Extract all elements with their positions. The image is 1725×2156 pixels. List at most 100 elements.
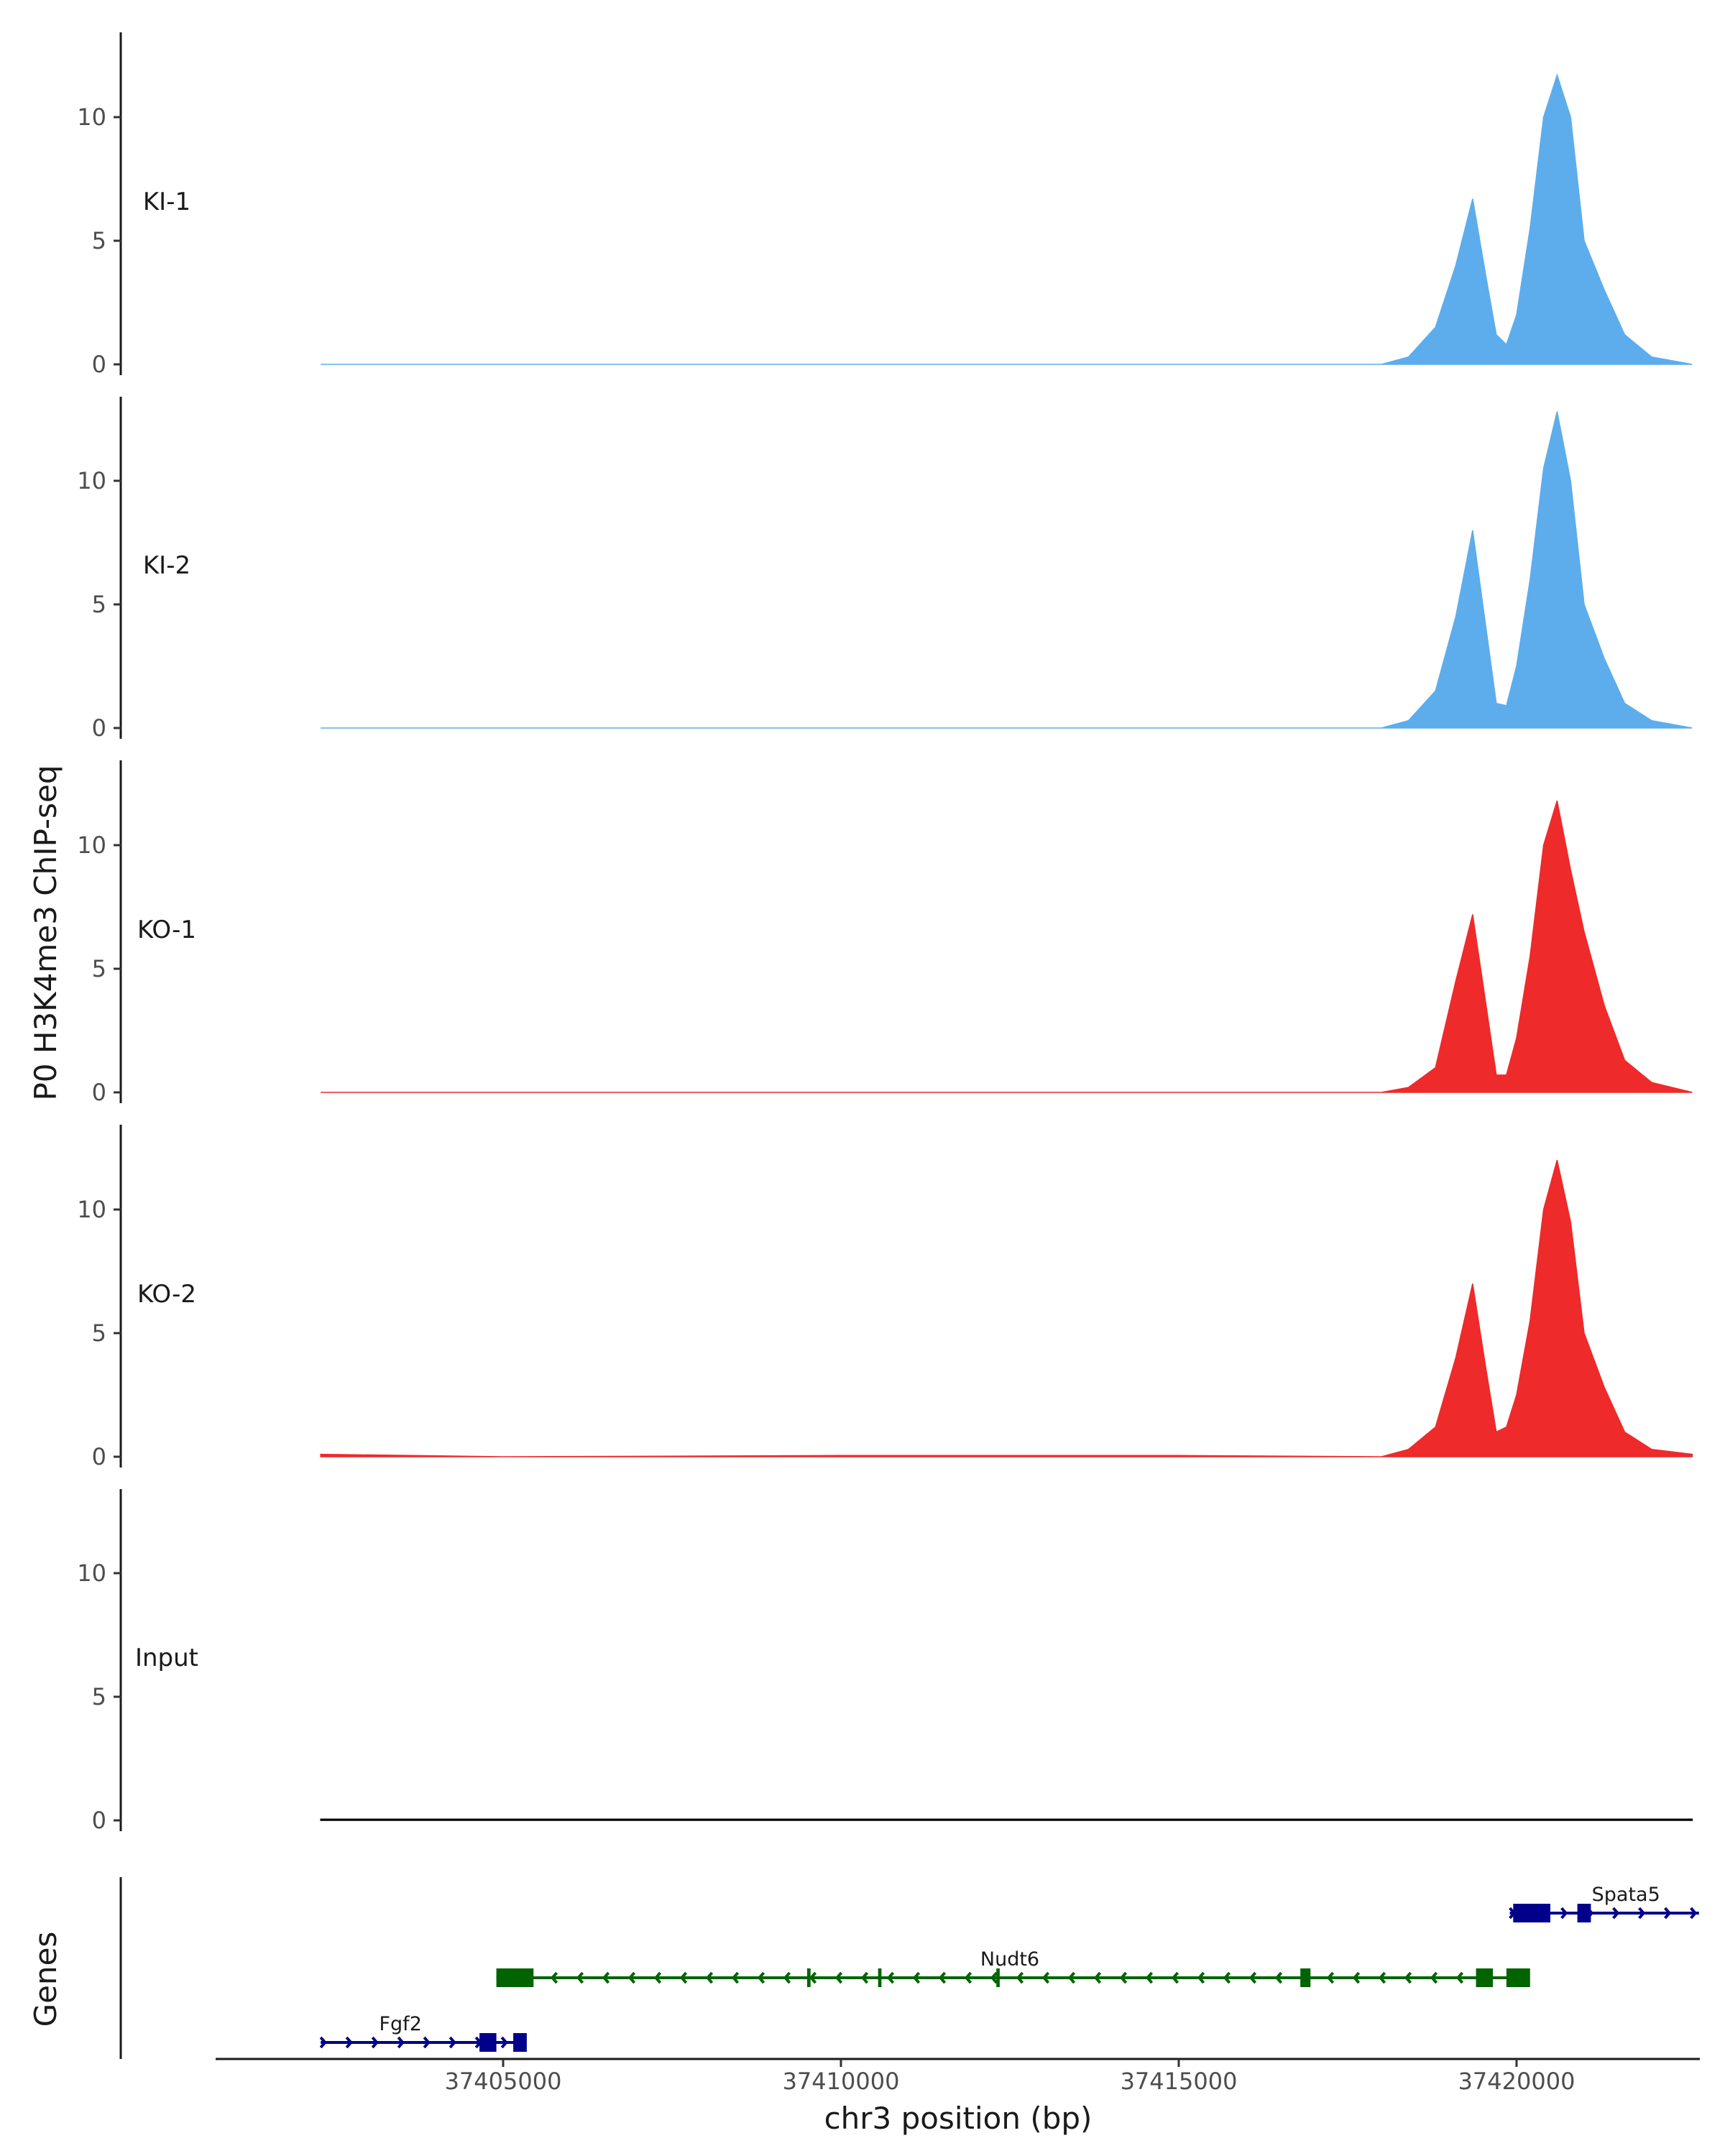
y-tick-label: 10 <box>77 103 106 131</box>
gene-nudt6: Nudt6 <box>496 1948 1530 1987</box>
strand-chevron <box>602 1971 610 1984</box>
genes-axis-title: Genes <box>28 1932 63 2027</box>
strand-chevron <box>1145 1971 1154 1984</box>
gene-spata5: Spata5 <box>1509 1884 1699 1922</box>
strand-chevron <box>1041 1971 1050 1984</box>
gene-fgf2: Fgf2 <box>319 2013 527 2052</box>
coverage-area-ki-2 <box>321 411 1693 729</box>
strand-chevron <box>1378 1971 1386 1984</box>
strand-chevron <box>860 1971 869 1984</box>
track-panel-ko-2: 0 5 10 KO-2 <box>77 1125 1693 1470</box>
gene-exon <box>807 1968 811 1987</box>
y-tick-label: 0 <box>92 1443 106 1470</box>
y-axis-title: P0 H3K4me3 ChIP-seq <box>28 765 63 1100</box>
strand-chevron <box>1690 1907 1698 1920</box>
gene-exon <box>496 1968 534 1987</box>
gene-exon <box>1476 1968 1494 1987</box>
strand-chevron <box>1638 1907 1646 1920</box>
gene-exon <box>1513 1904 1550 1922</box>
y-tick-label: 5 <box>92 1683 106 1710</box>
strand-chevron <box>783 1971 791 1984</box>
gene-exon <box>996 1968 1000 1987</box>
gene-exon <box>513 2033 527 2052</box>
genes-layer: Spata5 Nudt6 Fgf2 <box>119 1877 1699 2059</box>
y-tick-label: 0 <box>92 351 106 378</box>
gene-name-label: Fgf2 <box>380 2013 422 2035</box>
strand-chevron <box>1016 1971 1024 1984</box>
strand-chevron <box>1197 1971 1205 1984</box>
gene-exon <box>1506 1968 1530 1987</box>
x-tick-label: 37405000 <box>445 2068 562 2095</box>
strand-chevron <box>1455 1971 1464 1984</box>
track-label: KO-2 <box>137 1280 196 1309</box>
strand-chevron <box>731 1971 740 1984</box>
strand-chevron <box>1664 1907 1672 1920</box>
strand-chevron <box>371 2036 379 2049</box>
y-tick-label: 5 <box>92 591 106 618</box>
strand-chevron <box>397 2036 405 2049</box>
tracks-layer: 0 5 10 KI-1 0 5 10 KI-2 0 5 10 KO-1 0 5 10 KO-2 0 5 10 Inpu… <box>77 32 1693 1834</box>
strand-chevron <box>757 1971 765 1984</box>
x-tick-label: 37415000 <box>1121 2068 1238 2095</box>
strand-chevron <box>1067 1971 1076 1984</box>
strand-chevron <box>1171 1971 1179 1984</box>
gene-exon <box>479 2033 497 2052</box>
strand-chevron <box>1352 1971 1361 1984</box>
strand-chevron <box>1430 1971 1438 1984</box>
y-tick-label: 0 <box>92 1807 106 1834</box>
y-tick-label: 10 <box>77 1560 106 1587</box>
strand-chevron <box>886 1971 895 1984</box>
strand-chevron <box>679 1971 688 1984</box>
strand-chevron <box>550 1971 558 1984</box>
strand-chevron <box>964 1971 972 1984</box>
strand-chevron <box>809 1971 817 1984</box>
y-tick-label: 0 <box>92 1079 106 1106</box>
track-panel-ki-1: 0 5 10 KI-1 <box>77 32 1693 378</box>
strand-chevron <box>1404 1971 1412 1984</box>
y-tick-label: 10 <box>77 467 106 494</box>
strand-chevron <box>1560 1907 1568 1920</box>
strand-chevron <box>1223 1971 1231 1984</box>
strand-chevron <box>1093 1971 1102 1984</box>
track-panel-input: 0 5 10 Input <box>77 1489 1693 1834</box>
strand-chevron <box>423 2036 431 2049</box>
coverage-area-ko-1 <box>321 800 1693 1093</box>
strand-chevron <box>448 2036 456 2049</box>
strand-chevron <box>834 1971 843 1984</box>
strand-chevron <box>1248 1971 1257 1984</box>
strand-chevron <box>1274 1971 1283 1984</box>
track-label: KO-1 <box>137 916 196 944</box>
y-tick-label: 10 <box>77 1196 106 1223</box>
strand-chevron <box>1119 1971 1128 1984</box>
track-label: KI-2 <box>143 551 190 580</box>
track-label: KI-1 <box>143 188 190 216</box>
y-tick-label: 5 <box>92 955 106 982</box>
gene-exon <box>1300 1968 1311 1987</box>
strand-chevron <box>345 2036 353 2049</box>
strand-chevron <box>1326 1971 1335 1984</box>
track-label: Input <box>135 1644 198 1672</box>
strand-chevron <box>653 1971 662 1984</box>
coverage-area-input <box>320 1818 1693 1821</box>
gene-name-label: Nudt6 <box>980 1948 1039 1971</box>
strand-chevron <box>500 2036 508 2049</box>
gene-exon <box>878 1968 882 1987</box>
coverage-area-ki-1 <box>321 73 1693 365</box>
y-tick-label: 10 <box>77 831 106 859</box>
track-panel-ko-1: 0 5 10 KO-1 <box>77 760 1693 1106</box>
strand-chevron <box>1612 1907 1620 1920</box>
track-panel-ki-2: 0 5 10 KI-2 <box>77 397 1693 742</box>
strand-chevron <box>938 1971 947 1984</box>
y-tick-label: 5 <box>92 1319 106 1347</box>
x-tick-label: 37420000 <box>1458 2068 1576 2095</box>
gene-name-label: Spata5 <box>1592 1884 1660 1906</box>
x-axis: 37405000 37410000 37415000 37420000 <box>216 2058 1700 2095</box>
strand-chevron <box>627 1971 636 1984</box>
coverage-area-ko-2 <box>320 1160 1693 1457</box>
strand-chevron <box>990 1971 998 1984</box>
gene-exon <box>1577 1904 1591 1922</box>
x-tick-label: 37410000 <box>783 2068 900 2095</box>
y-tick-label: 0 <box>92 714 106 742</box>
strand-chevron <box>319 2036 327 2049</box>
